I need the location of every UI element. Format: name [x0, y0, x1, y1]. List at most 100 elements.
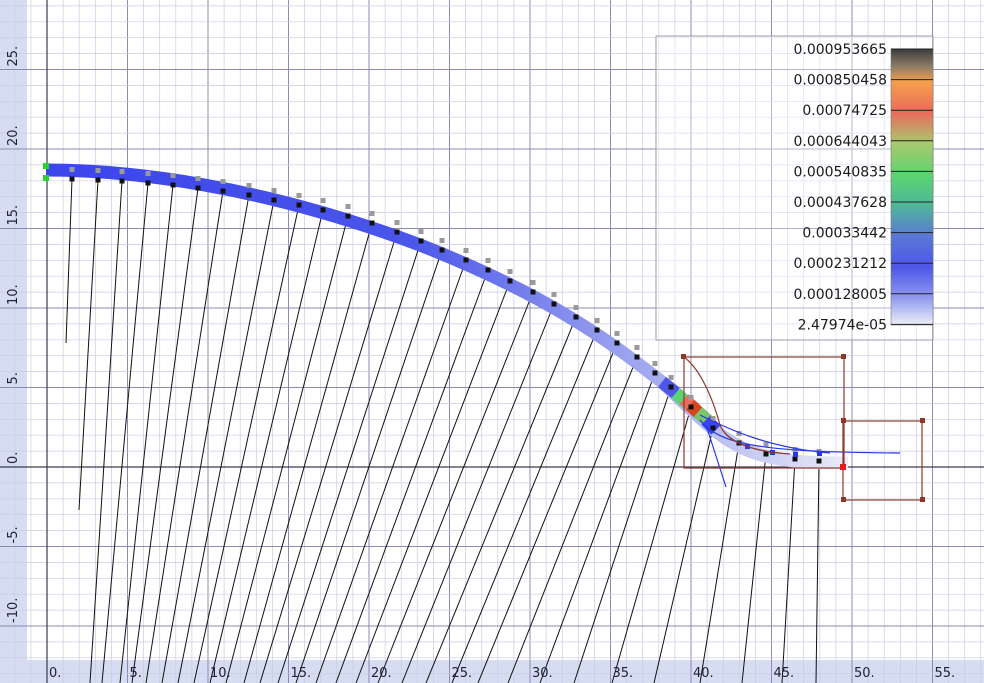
beam-node [345, 213, 351, 219]
support-line [653, 427, 714, 683]
legend-colorbar [890, 48, 934, 326]
x-tick-label: 50. [854, 666, 875, 681]
beam-node-top [369, 211, 375, 216]
x-tick-label: 5. [130, 666, 142, 681]
support-line [815, 460, 820, 683]
beam-node [816, 458, 822, 464]
beam-node [573, 314, 579, 320]
beam-node-top [530, 280, 536, 285]
support-line [209, 209, 324, 683]
x-tick-label: 20. [371, 666, 392, 681]
beam-node [170, 182, 176, 188]
beam-node [594, 327, 600, 333]
beam-node-top [145, 171, 151, 176]
beam-node [688, 404, 694, 410]
roller-frame-corners [681, 354, 925, 502]
legend-label: 0.000850458 [793, 73, 887, 89]
beam-node-top [668, 375, 674, 380]
beam-node-top [69, 167, 75, 172]
beam-node [439, 247, 445, 253]
beam-node-top [485, 258, 491, 263]
beam-node [792, 456, 798, 462]
beam-node-top [195, 176, 201, 181]
beam-node [614, 340, 620, 346]
reference-point-marker[interactable] [840, 464, 846, 470]
beam-node-top [246, 183, 252, 188]
x-tick-label: 35. [613, 666, 634, 681]
legend-ticks [891, 48, 933, 325]
beam-node-top [345, 204, 351, 209]
x-tick-label: 10. [210, 666, 231, 681]
y-tick-label: 5. [6, 372, 21, 384]
beam-node [69, 176, 75, 182]
support-line [193, 204, 300, 683]
beam-node [119, 178, 125, 184]
beam-node-top [634, 345, 640, 350]
support-line [277, 240, 422, 683]
support-line [315, 259, 467, 683]
beam-node [95, 177, 101, 183]
beam-end-markers[interactable] [43, 163, 49, 181]
y-tick-label: -5. [6, 526, 21, 543]
support-line [78, 179, 99, 511]
beam-node-top [573, 305, 579, 310]
y-tick-label: 20. [6, 125, 21, 146]
legend-label: 0.00033442 [802, 226, 887, 242]
beam-node [485, 267, 491, 273]
beam-node-top [95, 168, 101, 173]
support-line [101, 182, 149, 683]
support-line [131, 187, 199, 683]
beam-node [763, 451, 769, 457]
beam-node [551, 301, 557, 307]
beam-node [246, 192, 252, 198]
legend-frame [655, 35, 934, 341]
deformed-beam[interactable] [45, 163, 849, 470]
y-tick-label: 15. [6, 205, 21, 226]
x-tick-label: 45. [774, 666, 795, 681]
beam-node-top [594, 318, 600, 323]
beam-node-top [439, 238, 445, 243]
legend-label: 0.000953665 [793, 42, 887, 58]
x-tick-label: 55. [935, 666, 956, 681]
support-line [119, 184, 174, 683]
left-axis-gutter [0, 0, 27, 683]
legend-label: 0.000644043 [793, 134, 887, 150]
legend-label: 0.00074725 [802, 103, 887, 119]
beam-node-top [320, 198, 326, 203]
y-tick-label: 10. [6, 284, 21, 305]
support-line [89, 180, 123, 683]
beam-node-top [271, 188, 277, 193]
support-line [573, 386, 672, 683]
legend-labels: 0.000953665 0.000850458 0.00074725 0.000644… [793, 42, 887, 333]
support-line [295, 249, 443, 683]
support-line [259, 231, 398, 683]
beam-nodes-lower [69, 176, 822, 464]
support-line [507, 356, 638, 683]
y-tick-label: 25. [6, 46, 21, 67]
beam-node-top [463, 248, 469, 253]
beam-node-top [170, 173, 176, 178]
roller-frame[interactable] [683, 356, 923, 501]
beam-node [634, 354, 640, 360]
beam-node-top [551, 292, 557, 297]
beam-node [369, 220, 375, 226]
beam-node-top [688, 395, 694, 400]
contact-elements [699, 414, 901, 488]
x-axis-tick-labels: 0. 5. 10. 15. 20. 25. 30. 35. 40. 45. 50. 55. [49, 666, 955, 681]
beam-node [271, 197, 277, 203]
support-line [355, 280, 511, 683]
beam-node-top [614, 331, 620, 336]
beam-node-top [418, 229, 424, 234]
beam-node [418, 238, 424, 244]
beam-node-top [220, 179, 226, 184]
support-line [611, 406, 692, 683]
y-axis-tick-labels: -10. -5. 0. 5. 10. 15. 20. 25. [6, 46, 21, 623]
support-line [401, 303, 555, 683]
support-line [741, 453, 767, 683]
beam-node [668, 384, 674, 390]
y-tick-label: -10. [6, 598, 21, 623]
beam-node [530, 289, 536, 295]
